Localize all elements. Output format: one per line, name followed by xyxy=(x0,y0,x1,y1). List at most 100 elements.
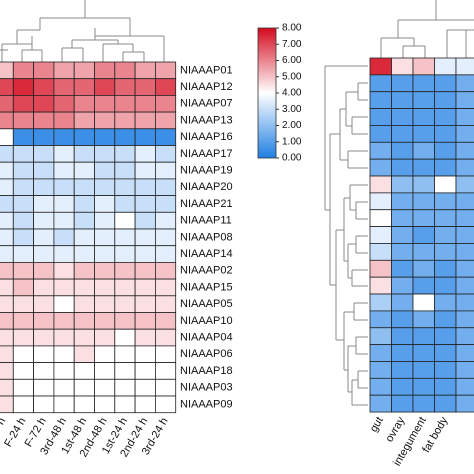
heat-cell xyxy=(94,228,116,247)
heat-cell xyxy=(73,61,95,80)
heat-cell xyxy=(12,195,34,213)
heat-cell xyxy=(94,328,116,347)
heat-cell xyxy=(412,361,435,379)
heat-cell xyxy=(33,228,55,247)
heat-cell xyxy=(455,57,474,76)
heat-cell xyxy=(53,228,75,247)
heat-cell xyxy=(154,61,177,80)
heat-cell xyxy=(12,362,34,380)
heat-cell xyxy=(33,312,55,330)
heat-cell xyxy=(53,295,75,313)
heat-cell xyxy=(412,125,435,143)
heat-cell xyxy=(0,78,14,96)
heat-cell xyxy=(154,261,177,280)
heat-cell xyxy=(94,345,116,363)
heat-cell xyxy=(391,377,414,396)
heat-cell xyxy=(154,362,177,380)
heat-cell xyxy=(154,378,177,397)
heat-cell xyxy=(53,245,75,263)
heat-cell xyxy=(0,211,14,230)
heat-cell xyxy=(12,145,34,163)
heat-cell xyxy=(134,195,156,213)
row-label: NIAAAP08 xyxy=(180,231,233,243)
heat-cell xyxy=(455,192,474,211)
heat-cell xyxy=(94,278,116,297)
heat-cell xyxy=(73,145,95,163)
heat-cell xyxy=(369,74,392,93)
dendrograms xyxy=(0,0,474,406)
heat-cell xyxy=(455,276,474,295)
heat-cell xyxy=(94,312,116,330)
heat-cell xyxy=(369,394,392,413)
heat-cell xyxy=(53,145,75,163)
heat-cell xyxy=(12,211,34,230)
heat-cell xyxy=(94,295,116,313)
heat-cell xyxy=(33,345,55,363)
heat-cell xyxy=(134,245,156,263)
heat-cell xyxy=(391,361,414,379)
heat-cell xyxy=(412,192,435,211)
heat-cell xyxy=(154,145,177,163)
heat-cell xyxy=(73,111,95,130)
heat-cell xyxy=(0,128,14,146)
heat-cell xyxy=(33,78,55,96)
row-dendrogram-right xyxy=(324,65,368,406)
heat-cell xyxy=(154,395,177,414)
heat-cell xyxy=(114,61,136,80)
heat-cell xyxy=(455,125,474,143)
heat-cell xyxy=(412,344,435,362)
heat-cell xyxy=(412,175,435,194)
heat-cell xyxy=(94,362,116,380)
heat-cell xyxy=(94,145,116,163)
heat-cell xyxy=(53,95,75,113)
heat-cell xyxy=(134,345,156,363)
heat-cell xyxy=(391,243,414,261)
heat-cell xyxy=(434,377,457,396)
heat-cell xyxy=(369,141,392,160)
colorbar-tick-label: 3.00 xyxy=(282,104,302,115)
heat-cell xyxy=(12,178,34,196)
heat-cell xyxy=(434,158,457,177)
heat-cell xyxy=(0,378,14,397)
heat-cell xyxy=(12,161,34,180)
colorbar-tick-label: 0.00 xyxy=(282,153,302,164)
heat-cell xyxy=(114,245,136,263)
heat-cell xyxy=(0,362,14,380)
heat-cell xyxy=(0,328,14,347)
heat-cell xyxy=(0,61,14,80)
row-label: NIAAAP15 xyxy=(180,281,233,293)
heat-cell xyxy=(12,378,34,397)
heat-cell xyxy=(134,78,156,96)
heat-cell xyxy=(73,245,95,263)
heat-cell xyxy=(391,344,414,362)
row-label: NIAAAP18 xyxy=(180,365,233,377)
colorbar-tick-label: 4.00 xyxy=(282,88,302,99)
heat-cell xyxy=(369,125,392,143)
heat-cell xyxy=(0,228,14,247)
heat-cell xyxy=(391,327,414,346)
heat-cell xyxy=(369,310,392,329)
heat-cell xyxy=(369,243,392,261)
heat-cell xyxy=(369,293,392,312)
heat-cell xyxy=(33,195,55,213)
heat-cell xyxy=(154,295,177,313)
heat-cell xyxy=(412,141,435,160)
heat-cell xyxy=(12,95,34,113)
heat-cell xyxy=(134,378,156,397)
colorbar-tick-label: 8.00 xyxy=(282,23,302,34)
heat-cell xyxy=(94,78,116,96)
heat-cell xyxy=(94,128,116,146)
heat-cell xyxy=(53,378,75,397)
heat-cell xyxy=(33,245,55,263)
heat-cell xyxy=(455,108,474,126)
heat-cell xyxy=(114,78,136,96)
heat-cell xyxy=(412,108,435,126)
heat-cell xyxy=(455,344,474,362)
heat-cell xyxy=(434,74,457,93)
row-label: NIAAAP06 xyxy=(180,348,233,360)
heat-cell xyxy=(455,310,474,329)
heat-cell xyxy=(33,378,55,397)
heat-cell xyxy=(369,91,392,109)
heat-cell xyxy=(154,245,177,263)
heat-cell xyxy=(154,111,177,130)
